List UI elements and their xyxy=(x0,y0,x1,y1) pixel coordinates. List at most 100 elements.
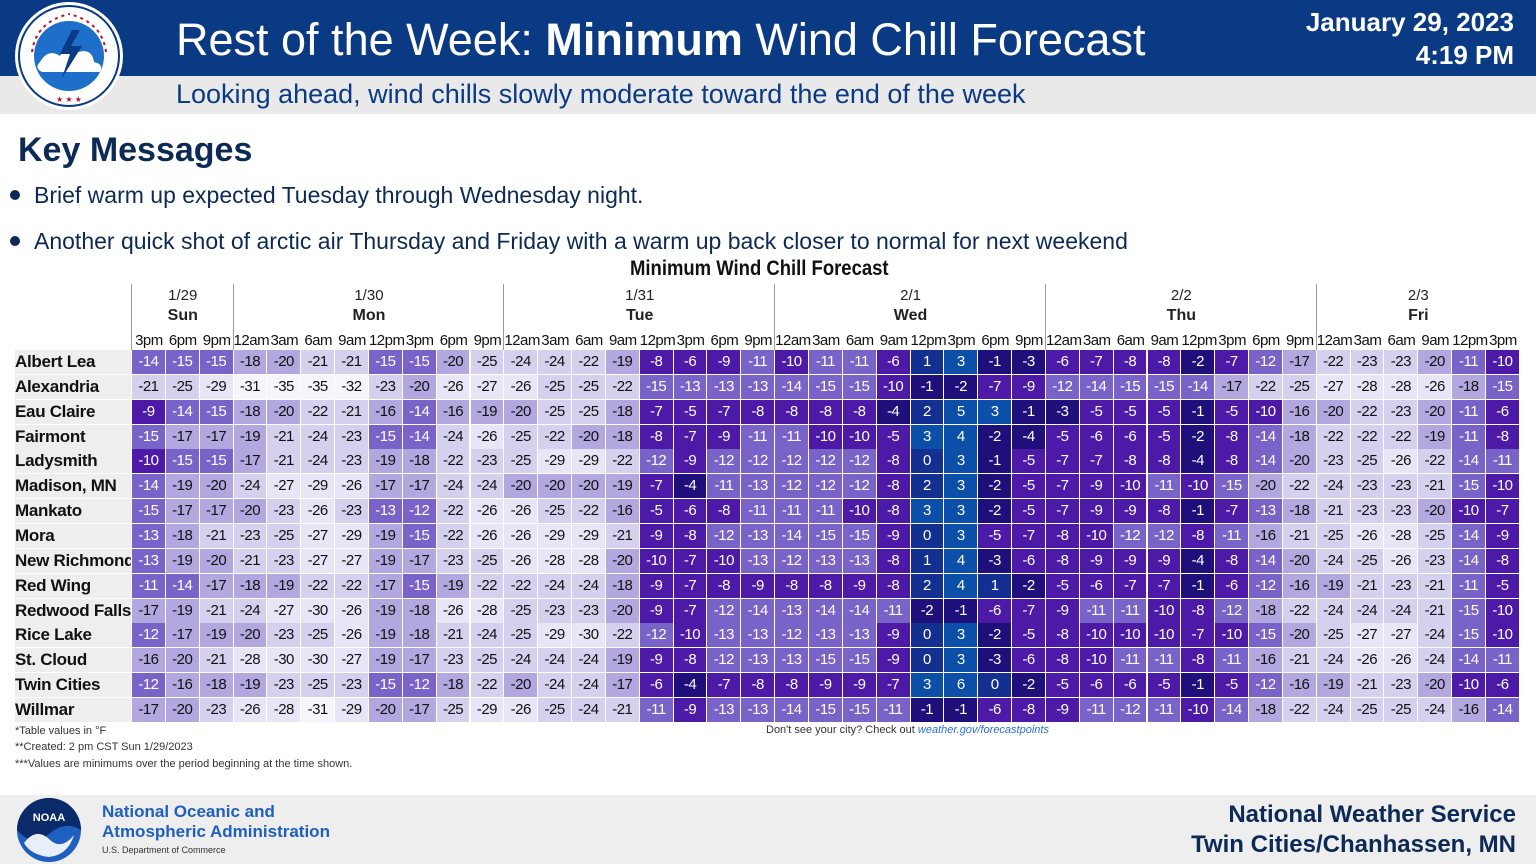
wind-chill-cell: -6 xyxy=(876,350,910,374)
wind-chill-cell: -8 xyxy=(1215,548,1249,573)
wind-chill-cell: -18 xyxy=(402,623,436,648)
wind-chill-cell: -6 xyxy=(978,697,1012,722)
wind-chill-cell: -26 xyxy=(436,374,470,399)
wind-chill-cell: -12 xyxy=(775,474,808,499)
wind-chill-cell: -9 xyxy=(639,598,673,623)
svg-text:★ ★ ★: ★ ★ ★ xyxy=(56,95,82,104)
hour-label: 3pm xyxy=(135,332,163,349)
wind-chill-cell: -25 xyxy=(1316,523,1350,548)
wind-chill-cell: -25 xyxy=(538,499,572,524)
wind-chill-cell: -24 xyxy=(572,673,605,698)
wind-chill-cell: -7 xyxy=(978,374,1012,399)
wind-chill-cell: -16 xyxy=(1282,399,1316,424)
wind-chill-cell: -23 xyxy=(1316,449,1350,474)
wind-chill-cell: -10 xyxy=(673,623,707,648)
wind-chill-cell: -20 xyxy=(233,499,267,524)
wind-chill-cell: -19 xyxy=(1418,424,1452,449)
city-name: Willmar xyxy=(15,697,131,722)
forecastpoints-link[interactable]: weather.gov/forecastpoints xyxy=(917,724,1049,736)
wind-chill-cell: -21 xyxy=(1282,523,1316,548)
wind-chill-cell: -26 xyxy=(504,548,538,573)
wind-chill-cell: -8 xyxy=(639,350,673,374)
wind-chill-cell: -22 xyxy=(1384,424,1418,449)
wind-chill-cell: -19 xyxy=(165,548,199,573)
wind-chill-cell: 0 xyxy=(910,449,944,474)
wind-chill-cell: -27 xyxy=(267,598,301,623)
wind-chill-cell: -8 xyxy=(1113,350,1147,374)
wind-chill-cell: -10 xyxy=(1215,623,1249,648)
day-divider xyxy=(1044,284,1046,350)
wind-chill-cell: -6 xyxy=(673,350,707,374)
wind-chill-cell: -25 xyxy=(538,399,572,424)
wind-chill-cell: -29 xyxy=(199,374,233,399)
wind-chill-cell: -5 xyxy=(1147,673,1181,698)
wind-chill-cell: -25 xyxy=(538,697,572,722)
wind-chill-cell: -10 xyxy=(1486,598,1519,623)
wind-chill-cell: -19 xyxy=(605,474,639,499)
wind-chill-cell: -14 xyxy=(1079,374,1113,399)
wind-chill-cell: -10 xyxy=(1249,399,1282,424)
wind-chill-cell: -20 xyxy=(1249,474,1282,499)
wind-chill-cell: -18 xyxy=(605,399,639,424)
day-date: 2/3 xyxy=(1407,287,1429,304)
wind-chill-cell: -7 xyxy=(673,573,707,598)
day-date: 1/30 xyxy=(354,287,384,304)
wind-chill-cell: 3 xyxy=(910,673,944,698)
wind-chill-cell: -18 xyxy=(436,673,470,698)
wind-chill-cell: 1 xyxy=(910,548,944,573)
wind-chill-cell: -20 xyxy=(436,350,470,374)
wind-chill-cell: 3 xyxy=(910,424,944,449)
wind-chill-cell: -5 xyxy=(639,499,673,524)
wind-chill-cell: -22 xyxy=(605,449,639,474)
hour-label: 3pm xyxy=(405,332,434,349)
wind-chill-cell: -25 xyxy=(538,374,572,399)
wind-chill-cell: -17 xyxy=(605,673,639,698)
wind-chill-cell: -19 xyxy=(1316,573,1350,598)
day-name: Sun xyxy=(167,307,198,324)
wind-chill-cell: -8 xyxy=(1181,523,1215,548)
wind-chill-cell: -10 xyxy=(842,499,876,524)
wind-chill-cell: -21 xyxy=(199,523,233,548)
wind-chill-cell: -1 xyxy=(910,697,944,722)
wind-chill-cell: -1 xyxy=(910,374,944,399)
hour-label: 6am xyxy=(575,332,603,349)
wind-chill-cell: -23 xyxy=(1418,548,1452,573)
wind-chill-cell: -25 xyxy=(504,424,538,449)
hour-label: 6pm xyxy=(168,332,197,349)
wind-chill-cell: -25 xyxy=(301,673,335,698)
wind-chill-cell: -11 xyxy=(1147,648,1181,673)
wind-chill-cell: -22 xyxy=(436,499,470,524)
wind-chill-cell: -20 xyxy=(504,474,538,499)
wind-chill-cell: -10 xyxy=(876,374,910,399)
hour-label: 9pm xyxy=(1285,332,1314,349)
wind-chill-cell: -6 xyxy=(1113,424,1147,449)
wind-chill-cell: -16 xyxy=(1249,648,1282,673)
wind-chill-cell: -24 xyxy=(1316,474,1350,499)
wind-chill-cell: -9 xyxy=(876,648,910,673)
wind-chill-cell: -1 xyxy=(944,697,978,722)
wind-chill-cell: -11 xyxy=(741,499,775,524)
wind-chill-cell: -20 xyxy=(1282,449,1316,474)
wind-chill-cell: -10 xyxy=(132,449,165,474)
wind-chill-cell: -11 xyxy=(741,424,775,449)
hour-label: 3pm xyxy=(947,332,976,349)
wind-chill-cell: -26 xyxy=(1384,648,1418,673)
wind-chill-cell: -21 xyxy=(605,523,639,548)
wind-chill-cell: -15 xyxy=(842,648,876,673)
wind-chill-cell: -16 xyxy=(1249,523,1282,548)
wind-chill-cell: -26 xyxy=(504,374,538,399)
wind-chill-cell: -23 xyxy=(335,449,368,474)
wind-chill-cell: -5 xyxy=(978,523,1012,548)
wind-chill-cell: -15 xyxy=(809,648,842,673)
wind-chill-cell: -11 xyxy=(809,499,842,524)
city-name: Fairmont xyxy=(15,424,131,449)
wind-chill-cell: -24 xyxy=(436,424,470,449)
wind-chill-cell: -24 xyxy=(233,474,267,499)
wind-chill-cell: -22 xyxy=(1418,449,1452,474)
wind-chill-cell: -15 xyxy=(402,523,436,548)
wind-chill-cell: -27 xyxy=(1384,623,1418,648)
wind-chill-cell: 3 xyxy=(944,350,978,374)
wind-chill-cell: -14 xyxy=(402,399,436,424)
wind-chill-cell: -2 xyxy=(978,424,1012,449)
wind-chill-cell: -27 xyxy=(1316,374,1350,399)
